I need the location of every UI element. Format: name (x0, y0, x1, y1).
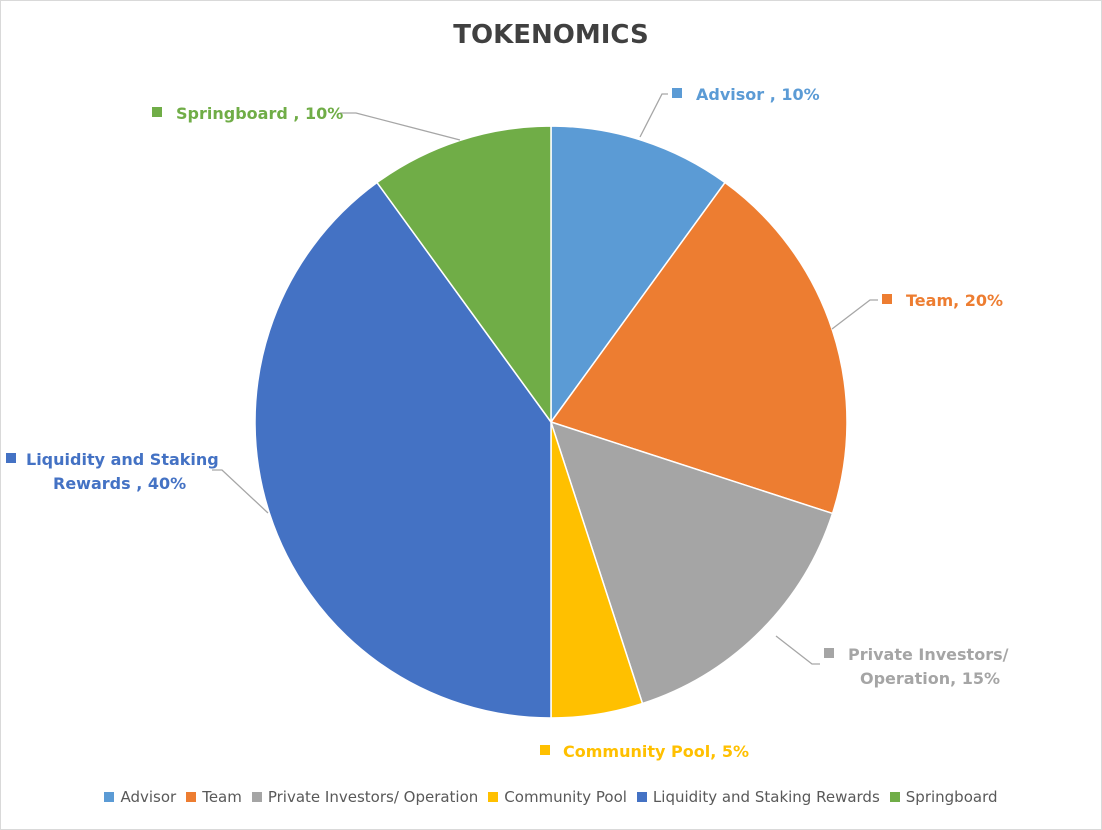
data-label-marker (540, 745, 550, 755)
data-label: Community Pool, 5% (563, 742, 749, 761)
leader-line (639, 93, 668, 138)
legend-item: Team (186, 788, 242, 806)
pie-slice-liquidity-and-staking-rewards (254, 181, 552, 719)
legend-label: Community Pool (504, 788, 627, 806)
data-label: Team, 20% (906, 291, 1003, 310)
legend-item: Springboard (889, 788, 998, 806)
data-label: Liquidity and Staking (26, 450, 219, 469)
legend-label: Springboard (905, 788, 998, 806)
leader-line (340, 112, 461, 141)
leader-line (831, 299, 878, 330)
pie-slice-springboard (375, 125, 552, 425)
chart-title: TOKENOMICS (453, 20, 649, 50)
legend-swatch (104, 792, 115, 802)
legend-item: Liquidity and Staking Rewards (636, 788, 880, 806)
legend-label: Liquidity and Staking Rewards (652, 788, 880, 806)
legend-swatch (889, 792, 900, 802)
data-label: Operation, 15% (860, 669, 1000, 688)
legend-item: Community Pool (488, 788, 627, 806)
legend-swatch (488, 792, 499, 802)
leader-line (212, 469, 269, 514)
legend-label: Private Investors/ Operation (267, 788, 479, 806)
pie-slice-private-investors-operation (549, 420, 834, 705)
data-label-marker (6, 453, 16, 463)
data-label: Rewards , 40% (53, 474, 186, 493)
data-label: Advisor , 10% (696, 85, 820, 104)
data-label: Springboard , 10% (176, 104, 343, 123)
data-label-marker (824, 648, 834, 658)
legend-swatch (186, 792, 197, 802)
legend-swatch (636, 792, 647, 802)
data-label-marker (672, 88, 682, 98)
data-label-marker (152, 107, 162, 117)
legend-item: Advisor (104, 788, 176, 806)
chart-legend: Advisor Team Private Investors/ Operation C… (0, 788, 1102, 806)
pie-slice-team (549, 181, 848, 515)
legend-label: Team (202, 788, 242, 806)
leader-line (775, 635, 820, 665)
data-label: Private Investors/ (848, 645, 1009, 664)
pie-slice-advisor (550, 125, 727, 425)
legend-label: Advisor (120, 788, 177, 806)
legend-swatch (251, 792, 262, 802)
legend-item: Private Investors/ Operation (251, 788, 479, 806)
data-label-marker (882, 294, 892, 304)
